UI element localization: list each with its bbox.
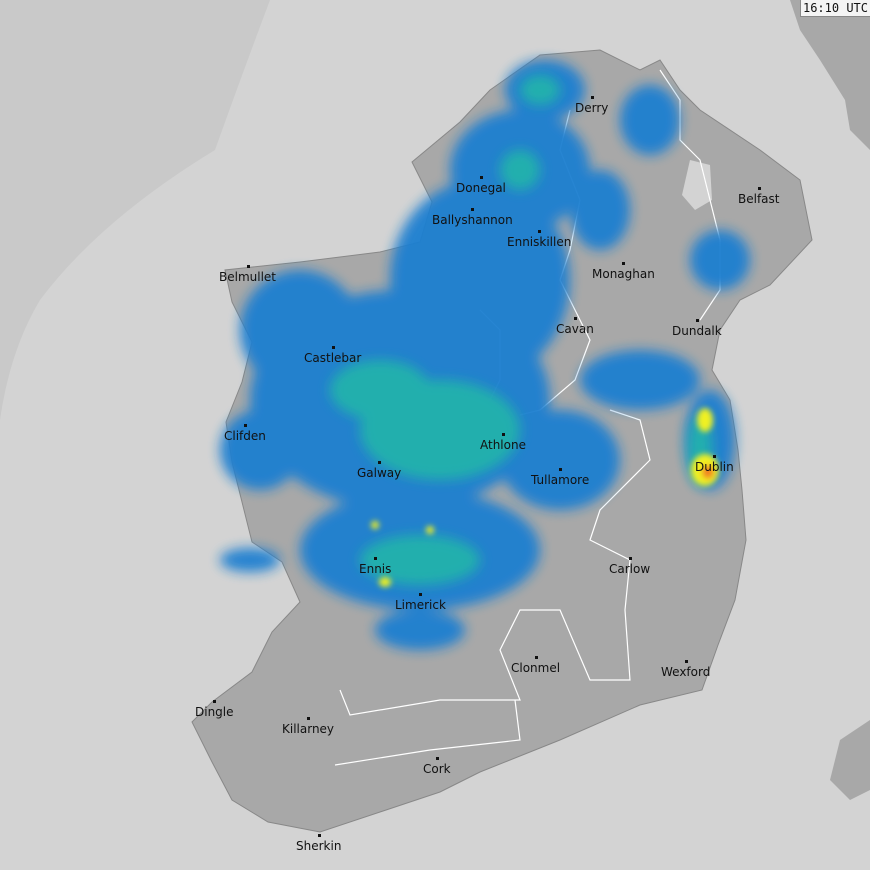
- city-marker-icon: [538, 230, 542, 233]
- timestamp: 16:10 UTC: [799, 0, 870, 17]
- city-label: Limerick: [395, 598, 446, 612]
- city-label: Belfast: [738, 192, 780, 206]
- city-label: Cork: [423, 762, 451, 776]
- city-label: Carlow: [609, 562, 651, 576]
- city-label: Clifden: [224, 429, 266, 443]
- city-marker-icon: [374, 557, 378, 560]
- city-label: Belmullet: [219, 270, 276, 284]
- city-marker-icon: [471, 208, 475, 211]
- city-label: Monaghan: [592, 267, 655, 281]
- city-label: Galway: [357, 466, 402, 480]
- wales-landmass: [830, 720, 870, 800]
- city-label: Athlone: [480, 438, 526, 452]
- city-label: Castlebar: [304, 351, 362, 365]
- city-label: Derry: [575, 101, 609, 115]
- city-marker-icon: [331, 346, 335, 349]
- city-marker-icon: [695, 319, 699, 322]
- radar-rain-moderate: [330, 75, 712, 585]
- city-marker-icon: [435, 757, 439, 760]
- city-label: Enniskillen: [507, 235, 572, 249]
- city-marker-icon: [317, 834, 321, 837]
- city-label: Donegal: [456, 181, 506, 195]
- city-marker-icon: [622, 262, 626, 265]
- city-label: Sherkin: [296, 839, 342, 853]
- city-label: Tullamore: [531, 473, 590, 487]
- city-label: Dublin: [695, 460, 734, 474]
- city-marker-icon: [684, 660, 688, 663]
- city-marker-icon: [757, 187, 761, 190]
- city-marker-icon: [590, 96, 594, 99]
- city-label: Ballyshannon: [432, 213, 513, 227]
- city-marker-icon: [559, 468, 563, 471]
- city-marker-icon: [573, 317, 577, 320]
- scotland-landmass: [790, 0, 870, 150]
- city-label: Wexford: [661, 665, 711, 679]
- city-label: Dingle: [195, 705, 234, 719]
- city-label: Killarney: [282, 722, 335, 736]
- outside-radar-range: [0, 0, 270, 420]
- city-label: Clonmel: [511, 661, 561, 675]
- city-label: Cavan: [556, 322, 594, 336]
- city-marker-icon: [246, 265, 250, 268]
- city-marker-icon: [713, 455, 717, 458]
- city-marker-icon: [213, 700, 217, 703]
- city-marker-icon: [243, 424, 247, 427]
- city-marker-icon: [501, 433, 505, 436]
- city-marker-icon: [307, 717, 311, 720]
- city-marker-icon: [479, 176, 483, 179]
- lough-neagh: [682, 160, 712, 210]
- city-marker-icon: [534, 656, 538, 659]
- radar-rain-heavy: [371, 408, 719, 587]
- city-label: Ennis: [359, 562, 392, 576]
- city-marker-icon: [419, 593, 423, 596]
- city-marker-icon: [628, 557, 632, 560]
- city-marker-icon: [378, 461, 382, 464]
- city-label: Dundalk: [672, 324, 722, 338]
